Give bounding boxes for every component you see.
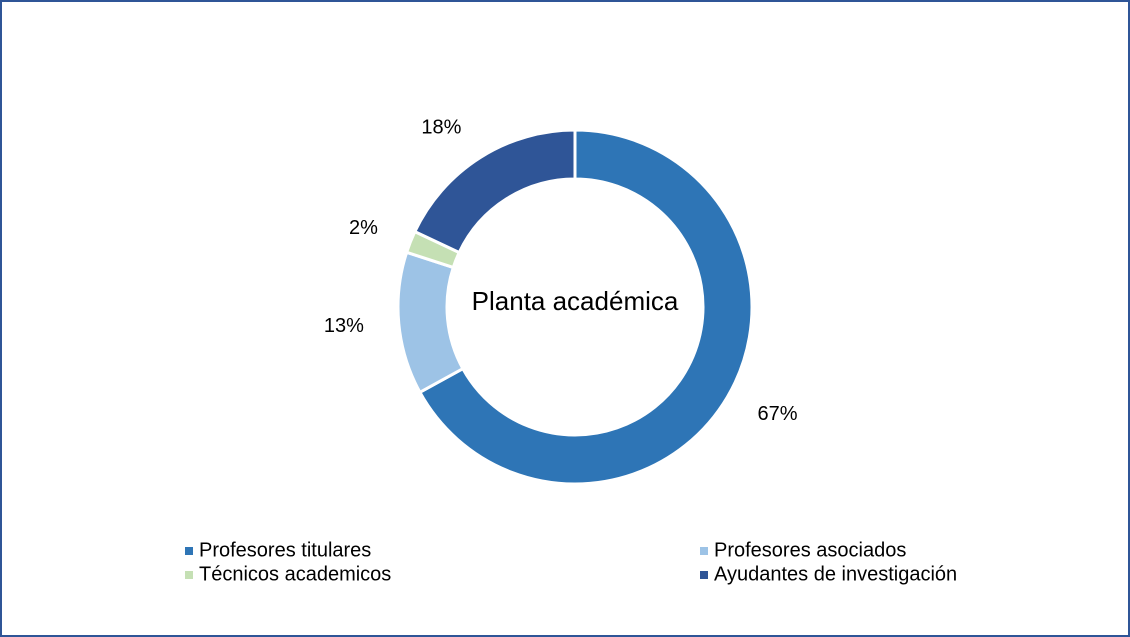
data-label: 2% [349,217,378,239]
legend-label: Ayudantes de investigación [714,563,957,585]
chart-title: Planta académica [472,286,679,316]
data-label: 67% [757,403,797,425]
legend-marker [185,547,193,555]
data-label: 13% [324,315,364,337]
legend-label: Profesores asociados [714,539,906,561]
donut-slice [412,128,577,255]
legend-label: Profesores titulares [199,539,371,561]
legend-label: Técnicos academicos [199,563,391,585]
legend-marker [700,547,708,555]
legend-marker [185,571,193,579]
legend-marker [700,571,708,579]
donut-slice [417,128,754,486]
data-label: 18% [421,116,461,138]
